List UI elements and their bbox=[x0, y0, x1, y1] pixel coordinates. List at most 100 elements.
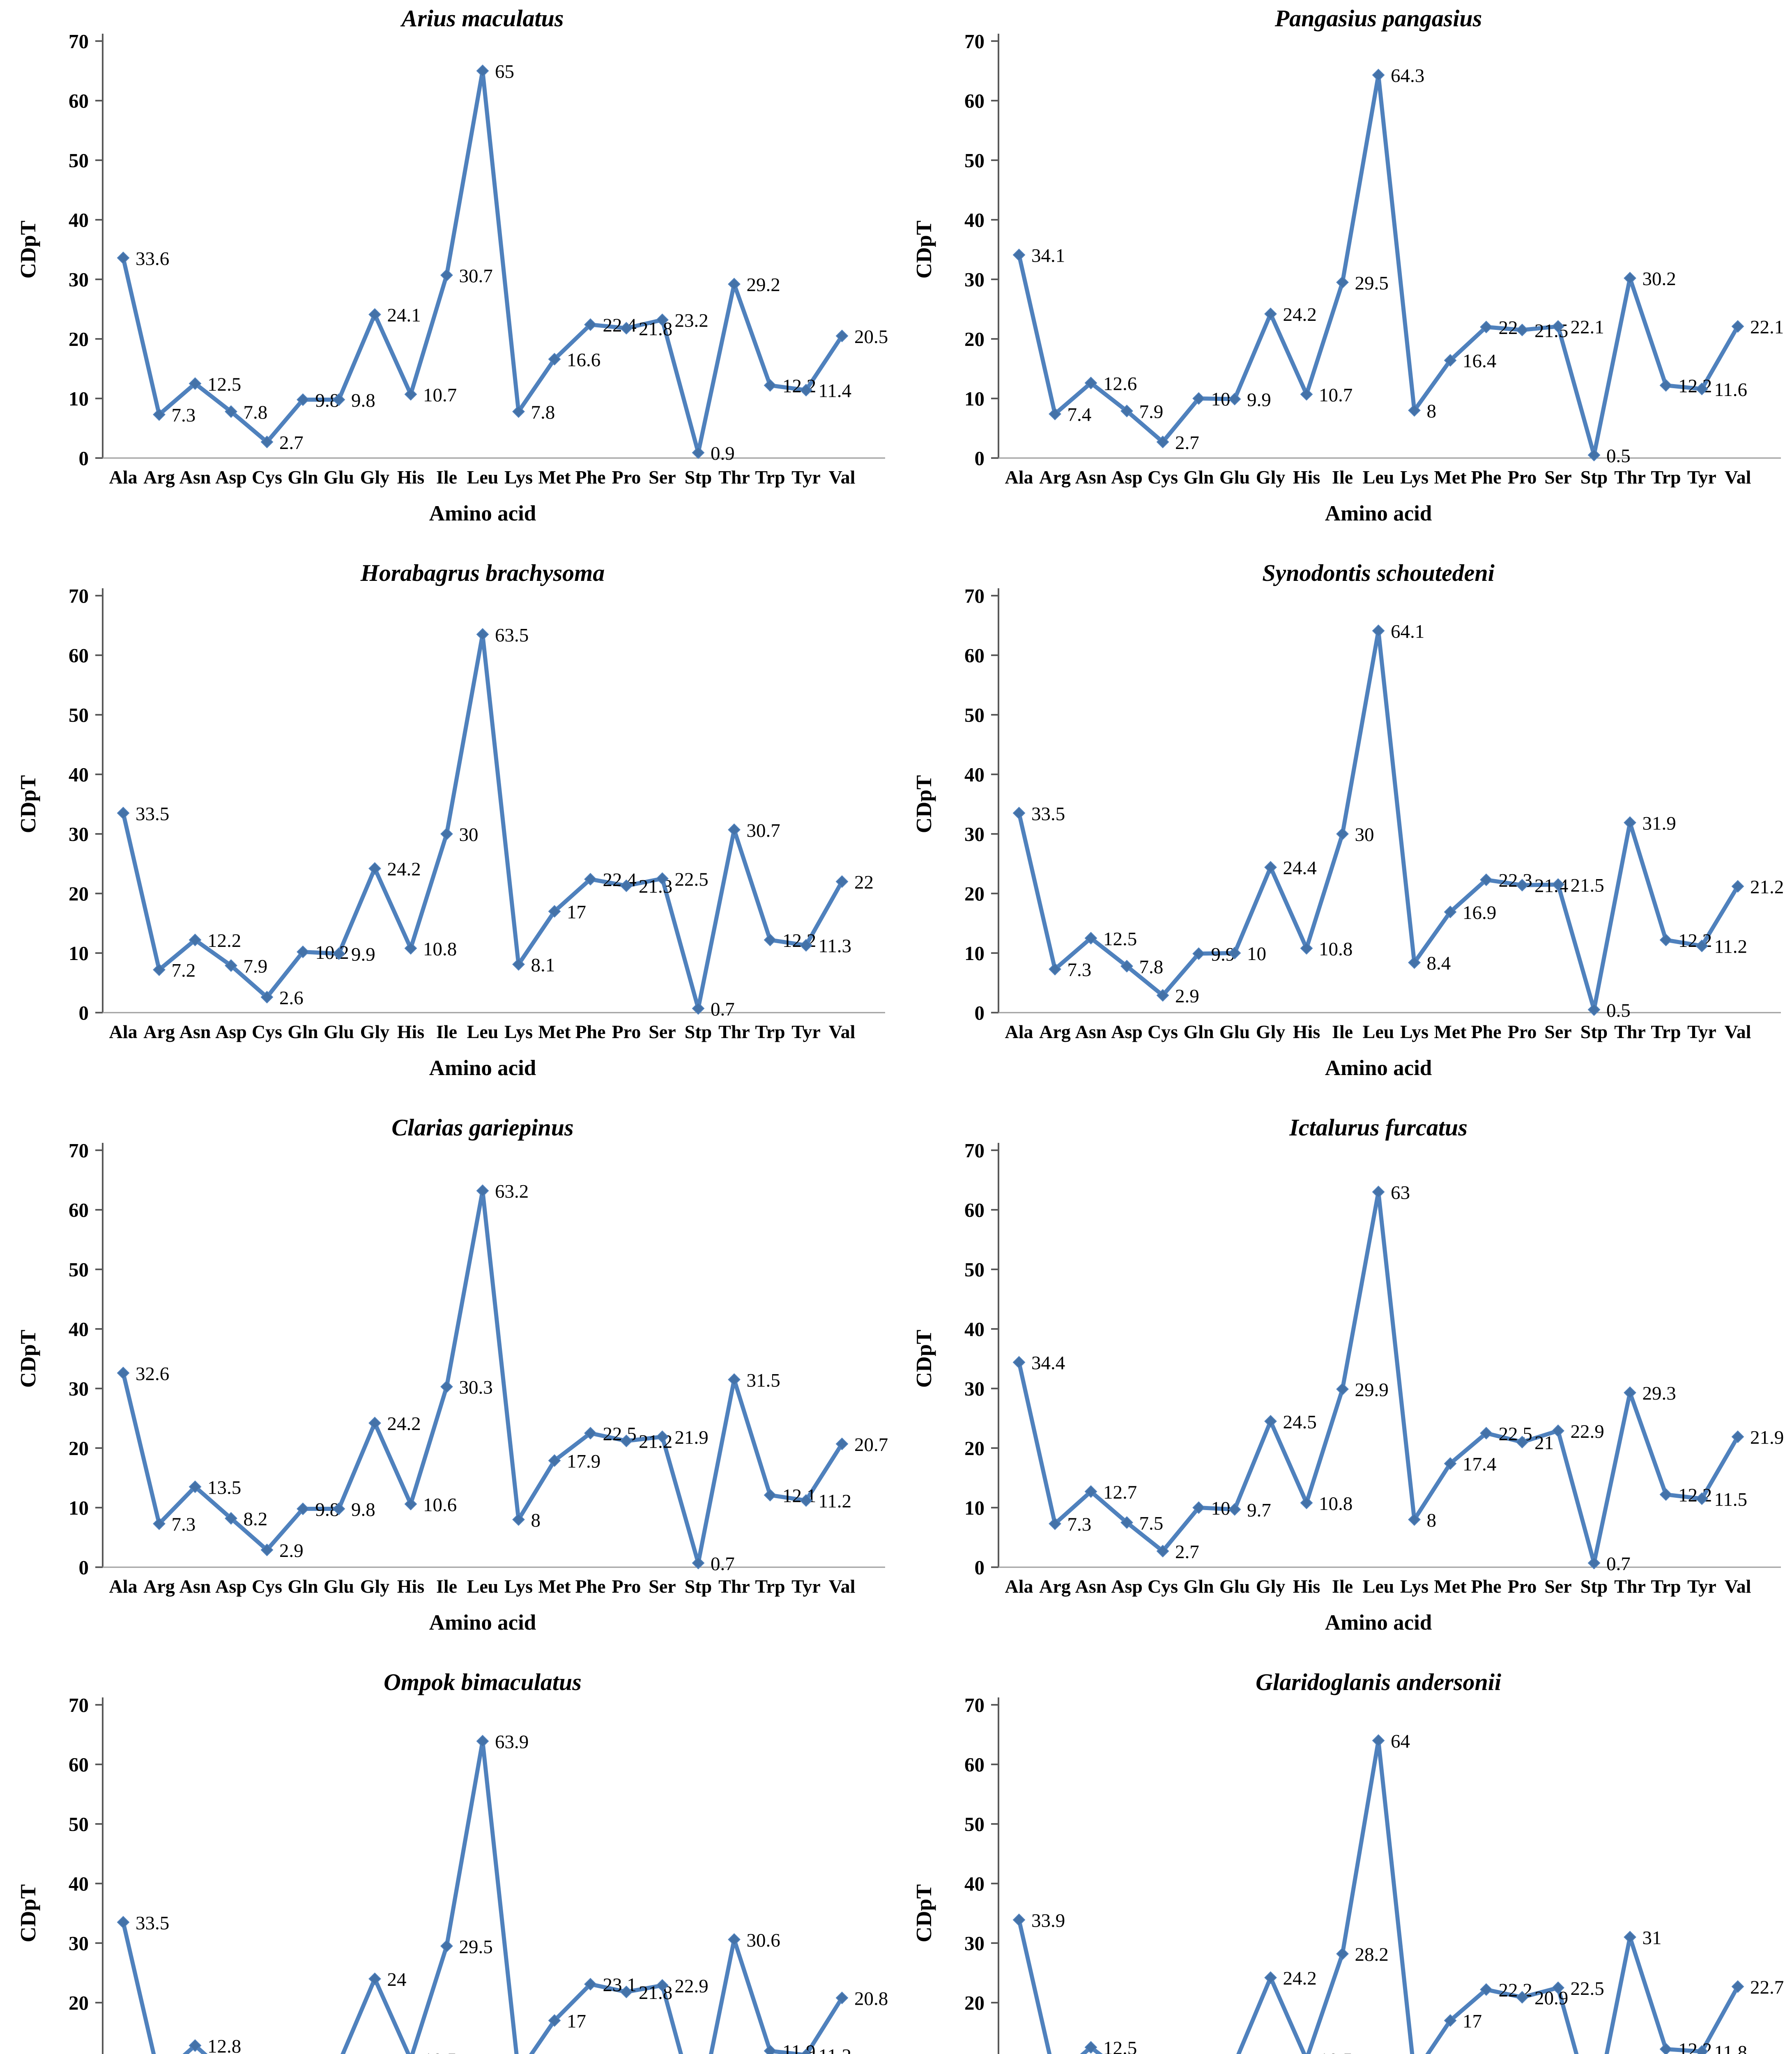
category-label: Thr bbox=[718, 1021, 750, 1042]
data-point-marker bbox=[1731, 320, 1744, 333]
data-point-marker bbox=[1156, 1545, 1169, 1558]
data-point-marker bbox=[1264, 861, 1277, 874]
data-point-label: 10.7 bbox=[1319, 385, 1353, 406]
category-label: Glu bbox=[324, 1021, 354, 1042]
data-point-marker bbox=[1552, 1981, 1564, 1994]
data-point-label: 31 bbox=[1642, 1927, 1662, 1949]
y-tick-label: 40 bbox=[69, 1872, 89, 1895]
category-label: Leu bbox=[467, 467, 499, 488]
y-tick-label: 50 bbox=[69, 1258, 89, 1281]
category-label: Ser bbox=[649, 1021, 676, 1042]
y-tick-label: 20 bbox=[69, 328, 89, 350]
category-label: Arg bbox=[143, 467, 175, 488]
x-axis-title: Amino acid bbox=[429, 502, 536, 525]
data-point-marker bbox=[1552, 320, 1564, 333]
category-label: Lys bbox=[1400, 467, 1429, 488]
data-point-label: 12.5 bbox=[1103, 928, 1137, 950]
data-point-marker bbox=[1695, 1492, 1708, 1505]
data-point-label: 31.5 bbox=[747, 1370, 780, 1391]
data-point-marker bbox=[764, 2045, 777, 2054]
category-label: Arg bbox=[1039, 1021, 1071, 1042]
data-point-label: 7.3 bbox=[1067, 1514, 1092, 1535]
data-point-marker bbox=[1444, 2014, 1457, 2027]
y-tick-label: 30 bbox=[964, 1932, 985, 1955]
category-label: Asp bbox=[215, 1576, 247, 1597]
data-point-marker bbox=[260, 990, 274, 1004]
chart-title: Synodontis schoutedeni bbox=[1262, 560, 1495, 586]
data-point-marker bbox=[1120, 960, 1133, 973]
data-point-label: 8.4 bbox=[1427, 953, 1451, 974]
data-point-label: 11.2 bbox=[819, 1491, 852, 1512]
data-point-label: 11.9 bbox=[782, 2041, 816, 2054]
data-point-marker bbox=[1336, 827, 1349, 840]
x-axis-title: Amino acid bbox=[1325, 1056, 1432, 1080]
data-point-marker bbox=[297, 393, 309, 406]
data-point-label: 7.3 bbox=[172, 405, 196, 426]
y-tick-label: 10 bbox=[69, 942, 89, 965]
y-tick-label: 50 bbox=[964, 1813, 985, 1835]
chart-canvas-pangasius-pangasius: Pangasius pangasius 0 10 20 30 40 50 60 70 Ala Arg… bbox=[912, 5, 1784, 525]
data-point-marker bbox=[1659, 2042, 1672, 2054]
data-point-marker bbox=[332, 1502, 345, 1515]
data-point-marker bbox=[117, 1366, 130, 1379]
data-point-marker bbox=[800, 384, 812, 397]
data-point-label: 33.6 bbox=[136, 248, 169, 269]
category-label: Cys bbox=[1148, 467, 1178, 488]
data-point-marker bbox=[1480, 320, 1493, 334]
category-label: Pro bbox=[1508, 1576, 1537, 1597]
category-label: Asn bbox=[1075, 1576, 1107, 1597]
y-tick-label: 20 bbox=[69, 1992, 89, 2014]
chart-title: Ictalurus furcatus bbox=[1289, 1114, 1468, 1141]
category-label: Gly bbox=[360, 1576, 390, 1597]
data-point-label: 12.2 bbox=[1678, 375, 1712, 397]
data-point-label: 10.8 bbox=[1319, 1493, 1353, 1514]
data-point-marker bbox=[1372, 69, 1385, 82]
data-point-marker bbox=[1192, 392, 1205, 405]
data-point-marker bbox=[1156, 435, 1169, 449]
data-point-marker bbox=[656, 1430, 669, 1443]
data-point-marker bbox=[1659, 933, 1672, 946]
chart-ictalurus-furcatus: Ictalurus furcatus 0 10 20 30 40 50 60 70 Ala Arg A… bbox=[896, 1109, 1792, 1664]
category-label: Lys bbox=[504, 1021, 533, 1042]
data-point-label: 11.2 bbox=[819, 2045, 852, 2054]
category-label: Val bbox=[829, 467, 856, 488]
data-point-marker bbox=[728, 1373, 741, 1386]
data-point-label: 10.2 bbox=[1211, 2051, 1245, 2054]
category-label: Gly bbox=[1256, 467, 1286, 488]
data-point-marker bbox=[656, 313, 669, 327]
category-label: Pro bbox=[1508, 1021, 1537, 1042]
data-point-label: 34.4 bbox=[1031, 1352, 1065, 1374]
data-point-marker bbox=[1049, 408, 1061, 421]
data-point-marker bbox=[1300, 942, 1313, 955]
data-point-label: 9.9 bbox=[351, 944, 375, 965]
y-tick-label: 0 bbox=[79, 1002, 89, 1024]
category-label: Stp bbox=[685, 1021, 712, 1042]
data-point-label: 12.2 bbox=[1678, 930, 1712, 951]
category-label: Lys bbox=[1400, 1021, 1429, 1042]
data-point-label: 30.3 bbox=[459, 1377, 493, 1398]
category-label: Asn bbox=[179, 467, 211, 488]
y-tick-label: 70 bbox=[964, 585, 985, 607]
data-point-label: 21.4 bbox=[1534, 875, 1568, 897]
data-point-label: 22.1 bbox=[1571, 317, 1604, 338]
data-point-label: 33.5 bbox=[1031, 803, 1065, 824]
data-point-label: 30.7 bbox=[459, 265, 493, 287]
data-point-label: 12.5 bbox=[207, 374, 241, 395]
data-point-label: 7.5 bbox=[1139, 1513, 1164, 1534]
data-point-marker bbox=[1120, 1516, 1133, 1529]
chart-glaridoglanis-andersonii: Glaridoglanis andersonii010203040506070A… bbox=[896, 1664, 1792, 2054]
data-point-label: 20.9 bbox=[1534, 1987, 1568, 2009]
line-series bbox=[1017, 73, 1740, 457]
category-label: His bbox=[397, 1576, 424, 1597]
data-point-marker bbox=[800, 1494, 812, 1507]
y-tick-label: 60 bbox=[69, 1753, 89, 1776]
category-label: Glu bbox=[1219, 1021, 1250, 1042]
data-point-label: 22.9 bbox=[1571, 1421, 1604, 1442]
data-point-marker bbox=[1408, 404, 1421, 417]
data-point-label: 22.4 bbox=[603, 315, 637, 336]
category-label: Trp bbox=[755, 467, 785, 488]
category-label: Asn bbox=[1075, 467, 1107, 488]
y-tick-label: 10 bbox=[964, 2051, 985, 2054]
y-tick-label: 20 bbox=[964, 882, 985, 905]
data-point-label: 12.1 bbox=[782, 1485, 816, 1507]
